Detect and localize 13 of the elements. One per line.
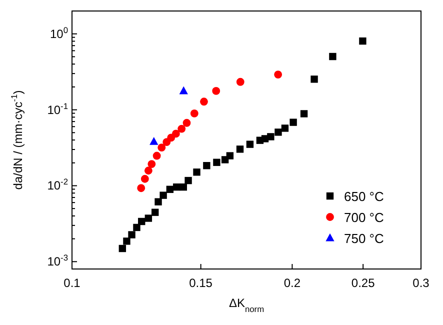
y-tick-label: 10$^{0}$ [50, 24, 68, 41]
x-tick-label: 0.3 [412, 276, 430, 290]
x-tick-label: 0.2 [284, 276, 301, 290]
x-tick-label: 0.1 [64, 276, 81, 290]
legend-label: 700 °C [344, 210, 384, 225]
x-axis-title: ΔK$_{norm}$ [228, 296, 264, 314]
y-tick-label: 10$^{-1}$ [47, 100, 68, 117]
legend-label: 650 °C [344, 189, 384, 204]
y-tick-label: 10$^{-3}$ [47, 252, 68, 269]
y-tick-label: 10$^{-2}$ [47, 176, 68, 193]
x-tick-label: 0.25 [351, 276, 376, 290]
legend-label: 750 °C [344, 231, 384, 246]
x-tick-label: 0.15 [189, 276, 213, 290]
